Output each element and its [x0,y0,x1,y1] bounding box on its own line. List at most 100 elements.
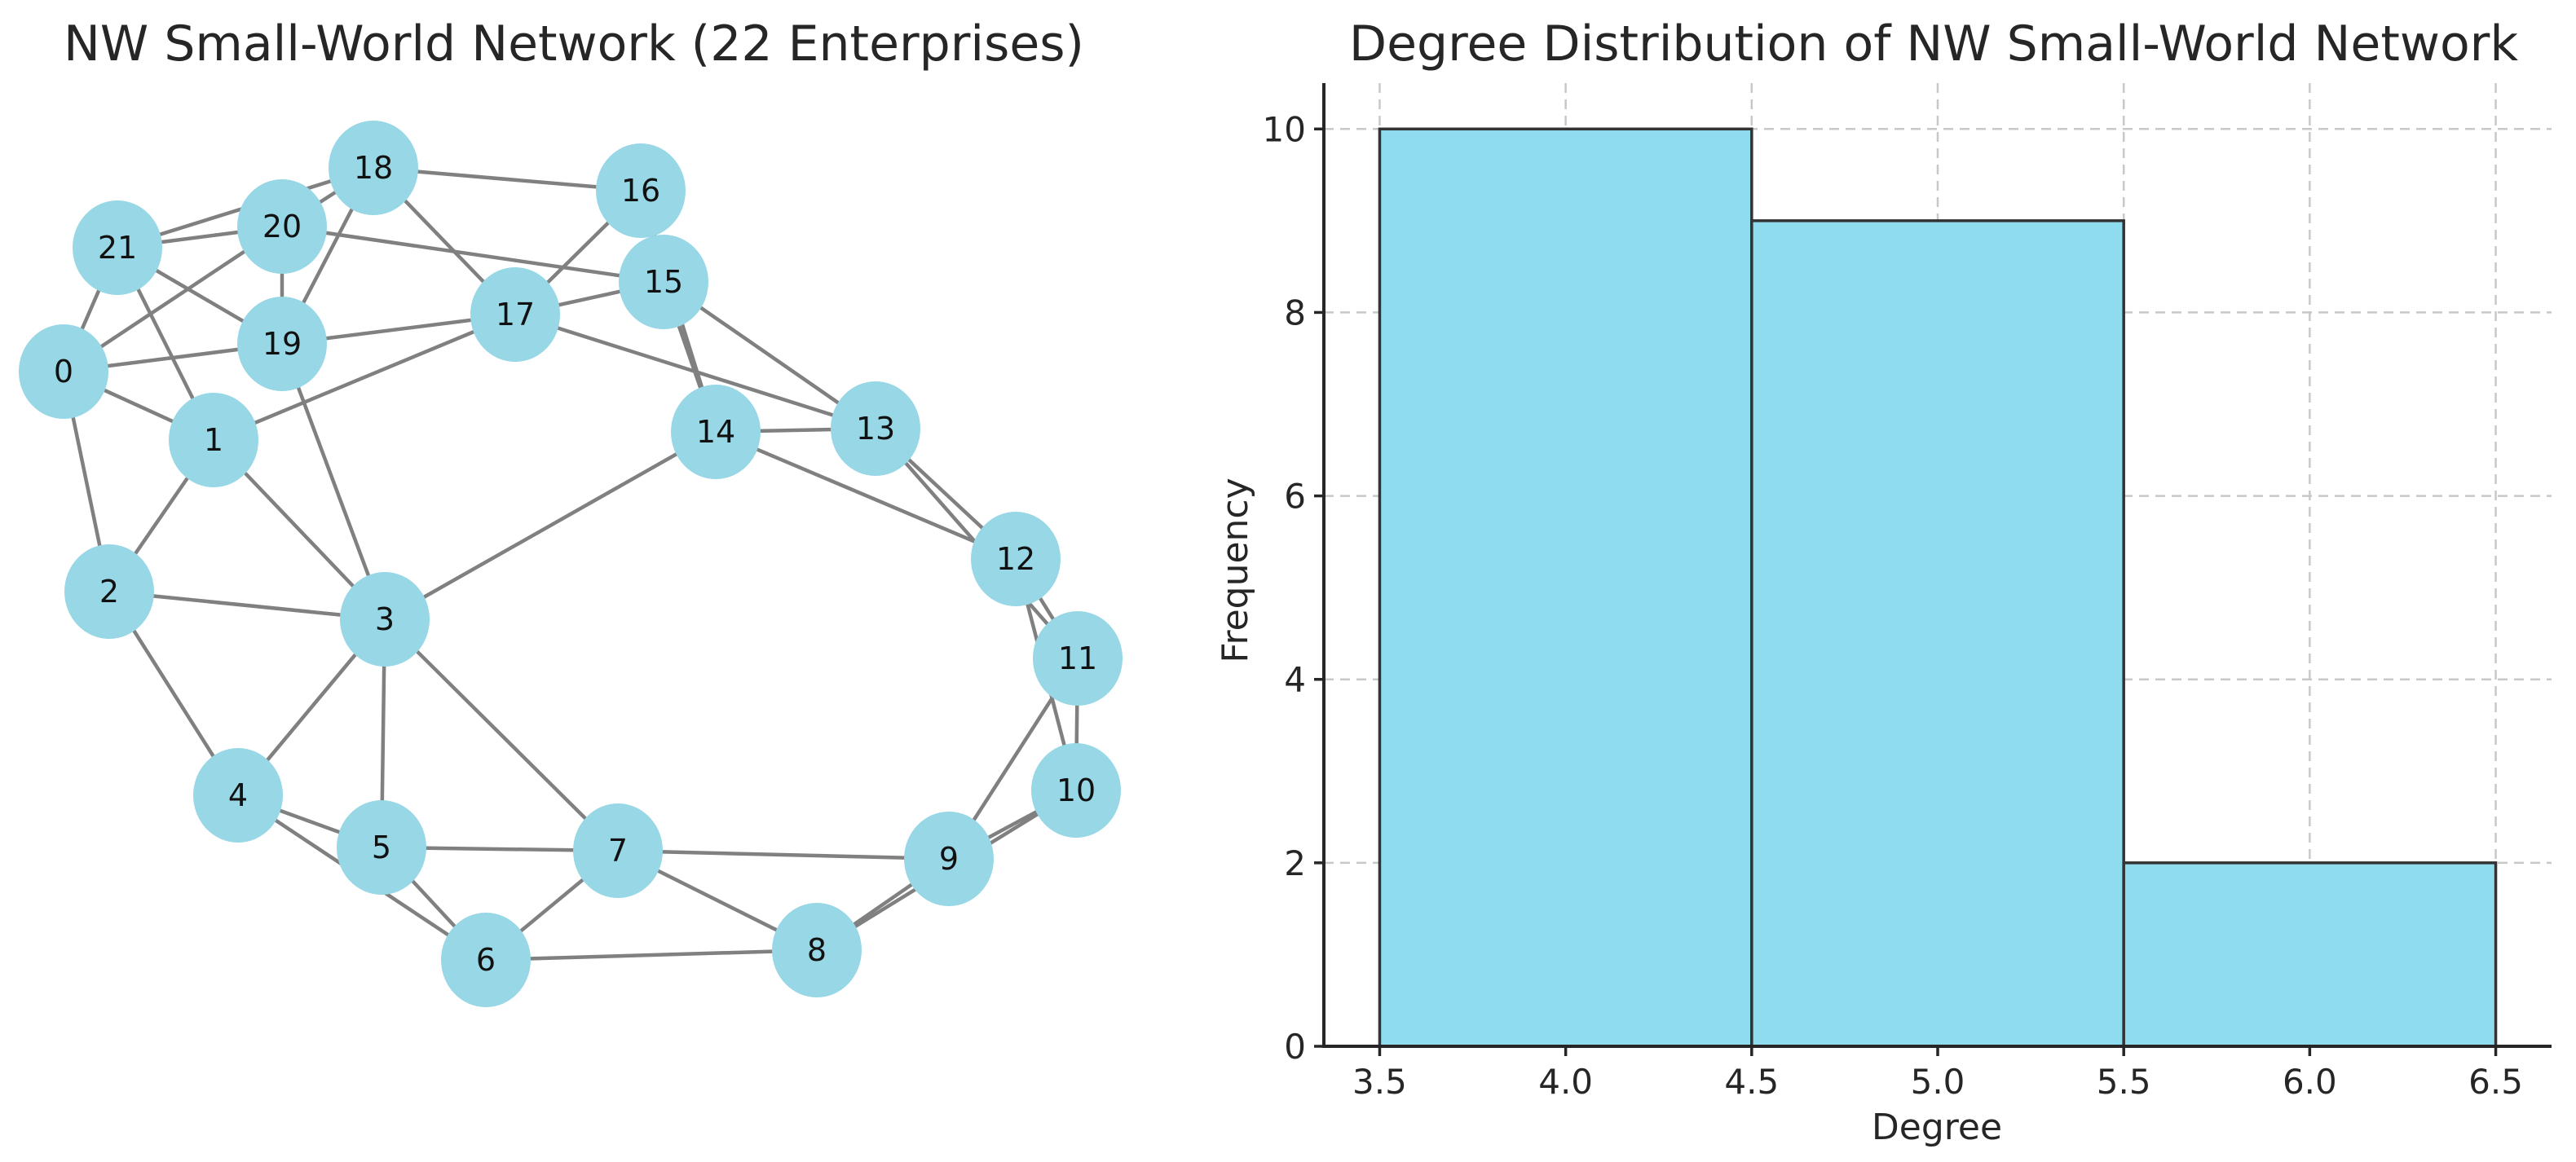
node-label: 15 [644,264,683,300]
node-label: 9 [939,841,959,877]
node-label: 0 [54,354,73,390]
x-tick-label: 4.0 [1538,1062,1593,1102]
node-label: 3 [375,601,395,637]
node-16: 16 [596,143,686,238]
node-label: 5 [372,830,391,865]
node-15: 15 [619,235,708,329]
node-label: 7 [608,833,628,869]
node-8: 8 [772,903,862,997]
x-tick-label: 5.5 [2097,1062,2151,1102]
node-18: 18 [329,121,418,215]
node-label: 16 [621,173,660,209]
node-label: 19 [262,326,302,362]
node-label: 2 [99,574,119,610]
node-circle [441,913,531,1007]
node-2: 2 [64,544,154,639]
y-tick-label: 0 [1284,1027,1306,1067]
node-circle [1031,743,1121,838]
edge-6-8 [485,948,818,962]
x-tick-label: 6.0 [2283,1062,2337,1102]
histogram-bar-2 [2122,861,2498,1048]
node-14: 14 [671,385,761,479]
x-tick-label: 6.5 [2468,1062,2523,1102]
node-label: 21 [98,230,137,266]
histogram-title: Degree Distribution of NW Small-World Ne… [1349,15,2518,73]
node-circle [193,748,283,843]
node-0: 0 [19,324,108,419]
node-19: 19 [237,297,327,391]
node-3: 3 [340,572,430,667]
y-tick-label: 8 [1284,293,1306,332]
node-7: 7 [573,803,663,898]
x-axis-label: Degree [1872,1107,2002,1148]
node-label: 8 [807,932,827,968]
node-circle [73,200,162,295]
node-label: 14 [696,414,735,450]
node-21: 21 [73,200,162,295]
x-tick-label: 3.5 [1352,1062,1407,1102]
y-tick-label: 10 [1263,109,1306,149]
node-6: 6 [441,913,531,1007]
bar-layer [1378,127,2498,1048]
node-circle [470,267,560,362]
node-circle [904,812,994,906]
node-circle [596,143,686,238]
node-circle [237,179,327,274]
node-10: 10 [1031,743,1121,838]
y-axis-label: Frequency [1215,478,1256,662]
node-label: 10 [1056,772,1096,808]
node-label: 20 [262,209,302,244]
network-panel: NW Small-World Network (22 Enterprises) … [19,15,1123,1007]
edge-15-20 [281,224,664,284]
node-11: 11 [1033,611,1123,706]
y-tick-label: 4 [1284,660,1306,700]
edge-7-9 [617,848,950,861]
node-9: 9 [904,812,994,906]
histogram-bar-0 [1378,127,1753,1048]
node-5: 5 [337,800,426,895]
node-circle [573,803,663,898]
node-12: 12 [971,512,1061,606]
y-tick-label: 6 [1284,477,1306,517]
x-tick-label: 5.0 [1911,1062,1965,1102]
node-20: 20 [237,179,327,274]
node-circle [772,903,862,997]
edge-2-3 [108,589,386,622]
node-circle [169,393,258,487]
node-label: 11 [1058,640,1097,676]
edge-1-17 [213,312,516,442]
node-label: 17 [496,297,535,332]
node-label: 18 [354,150,393,186]
node-circle [64,544,154,639]
edge-3-19 [280,343,387,620]
node-circle [19,324,108,419]
network-title: NW Small-World Network (22 Enterprises) [64,15,1084,73]
node-circle [831,381,920,476]
edge-3-7 [383,618,620,852]
node-label: 12 [996,541,1035,577]
node-circle [1033,611,1123,706]
node-circle [340,572,430,667]
histogram-panel: Degree Distribution of NW Small-World Ne… [1215,15,2552,1148]
node-circle [619,235,708,329]
x-tick-layer: 3.5 4.0 4.5 5.0 5.5 6.0 6.5 [1352,1046,2523,1102]
histogram-bar-1 [1750,219,2125,1048]
node-17: 17 [470,267,560,362]
node-label: 1 [204,422,223,458]
edge-12-14 [715,429,1017,561]
x-tick-label: 4.5 [1724,1062,1779,1102]
edge-3-14 [383,430,717,621]
node-1: 1 [169,393,258,487]
node-label: 13 [856,411,895,447]
node-label: 4 [228,777,248,813]
y-tick-layer: 0 2 4 6 8 10 [1263,109,1324,1067]
node-circle [237,297,327,391]
node-4: 4 [193,748,283,843]
y-tick-label: 2 [1284,843,1306,883]
node-circle [671,385,761,479]
node-circle [337,800,426,895]
node-13: 13 [831,381,920,476]
node-label: 6 [476,942,496,978]
